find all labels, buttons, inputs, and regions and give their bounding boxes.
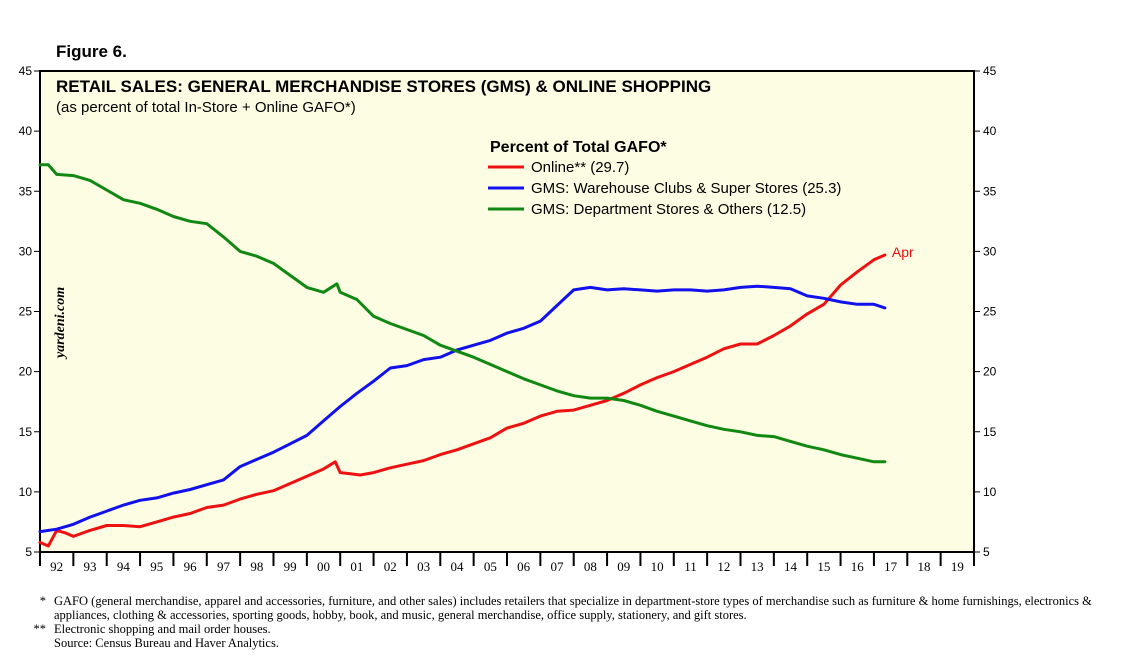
y-tick-label: 25 — [983, 305, 997, 319]
y-tick-label: 45 — [983, 64, 997, 78]
x-tick-label: 96 — [184, 559, 198, 574]
chart-title: RETAIL SALES: GENERAL MERCHANDISE STORES… — [56, 77, 711, 96]
x-tick-label: 04 — [450, 559, 464, 574]
figure-label: Figure 6. — [56, 42, 127, 61]
x-tick-label: 99 — [284, 559, 297, 574]
y-tick-label: 15 — [983, 425, 997, 439]
y-tick-label: 35 — [19, 184, 33, 198]
y-tick-label: 20 — [983, 365, 997, 379]
footnote-text: Electronic shopping and mail order house… — [54, 622, 271, 636]
x-tick-label: 19 — [951, 559, 964, 574]
y-tick-label: 30 — [983, 244, 997, 258]
legend-label: GMS: Warehouse Clubs & Super Stores (25.… — [531, 180, 841, 197]
y-tick-label: 40 — [19, 124, 33, 138]
series-line — [38, 163, 887, 464]
x-tick-label: 98 — [250, 559, 263, 574]
y-tick-label: 35 — [983, 184, 997, 198]
x-tick-label: 94 — [117, 559, 131, 574]
x-tick-label: 02 — [384, 559, 397, 574]
x-tick-label: 16 — [851, 559, 865, 574]
x-tick-label: 05 — [484, 559, 497, 574]
y-tick-label: 10 — [19, 485, 33, 499]
series-line — [38, 284, 887, 534]
footnote-row: ** Electronic shopping and mail order ho… — [14, 622, 1124, 636]
x-tick-label: 00 — [317, 559, 330, 574]
y-tick-label: 5 — [983, 545, 990, 559]
footnote-text: Source: Census Bureau and Haver Analytic… — [54, 636, 279, 650]
x-tick-label: 12 — [717, 559, 730, 574]
x-tick-label: 14 — [784, 559, 798, 574]
footnote-mark: ** — [33, 622, 47, 636]
x-tick-label: 97 — [217, 559, 231, 574]
y-tick-label: 15 — [19, 425, 33, 439]
y-tick-label: 5 — [25, 545, 32, 559]
x-tick-label: 10 — [651, 559, 664, 574]
left-y-axis: 5 10 15 20 25 30 35 40 45 — [19, 64, 40, 559]
footnote-text: GAFO (general merchandise, apparel and a… — [54, 594, 1092, 622]
footnote-row: * GAFO (general merchandise, apparel and… — [14, 594, 1124, 622]
x-tick-label: 15 — [817, 559, 830, 574]
x-tick-label: 09 — [617, 559, 630, 574]
x-tick-label: 01 — [350, 559, 363, 574]
right-y-axis: 5 10 15 20 25 30 35 40 45 — [974, 64, 997, 559]
x-tick-label: 06 — [517, 559, 531, 574]
legend-label: GMS: Department Stores & Others (12.5) — [531, 201, 806, 218]
series-layer — [38, 163, 887, 548]
y-tick-label: 25 — [19, 305, 33, 319]
legend: Percent of Total GAFO* Online** (29.7) GM… — [488, 139, 841, 218]
x-tick-label: 11 — [684, 559, 697, 574]
series-line — [38, 253, 887, 548]
x-tick-label: 18 — [917, 559, 930, 574]
y-tick-label: 45 — [19, 64, 33, 78]
watermark: yardeni.com — [53, 287, 68, 360]
footnote-mark — [14, 636, 54, 650]
y-tick-label: 10 — [983, 485, 997, 499]
x-tick-label: 03 — [417, 559, 430, 574]
y-tick-label: 40 — [983, 124, 997, 138]
x-tick-label: 07 — [551, 559, 565, 574]
footnotes: * GAFO (general merchandise, apparel and… — [14, 594, 1124, 650]
chart-subtitle: (as percent of total In-Store + Online G… — [56, 99, 356, 116]
x-tick-label: 17 — [884, 559, 898, 574]
y-tick-label: 30 — [19, 244, 33, 258]
x-tick-label: 93 — [84, 559, 97, 574]
y-tick-label: 20 — [19, 365, 33, 379]
end-annotation-label: Apr — [892, 244, 914, 260]
x-tick-label: 13 — [751, 559, 764, 574]
x-tick-label: 92 — [50, 559, 63, 574]
footnote-row: Source: Census Bureau and Haver Analytic… — [14, 636, 1124, 650]
x-tick-label: 08 — [584, 559, 597, 574]
footnote-mark: * — [39, 594, 46, 608]
chart: 5 10 15 20 25 30 35 40 45 5 10 15 20 25 30 35 40 45 92 93… — [19, 64, 997, 574]
x-axis: 92 93 94 95 96 97 98 99 00 01 02 03 04 05 06 07 08 09 10 11… — [39, 552, 975, 574]
legend-title: Percent of Total GAFO* — [490, 139, 667, 156]
x-tick-label: 95 — [150, 559, 163, 574]
legend-label: Online** (29.7) — [531, 159, 629, 176]
